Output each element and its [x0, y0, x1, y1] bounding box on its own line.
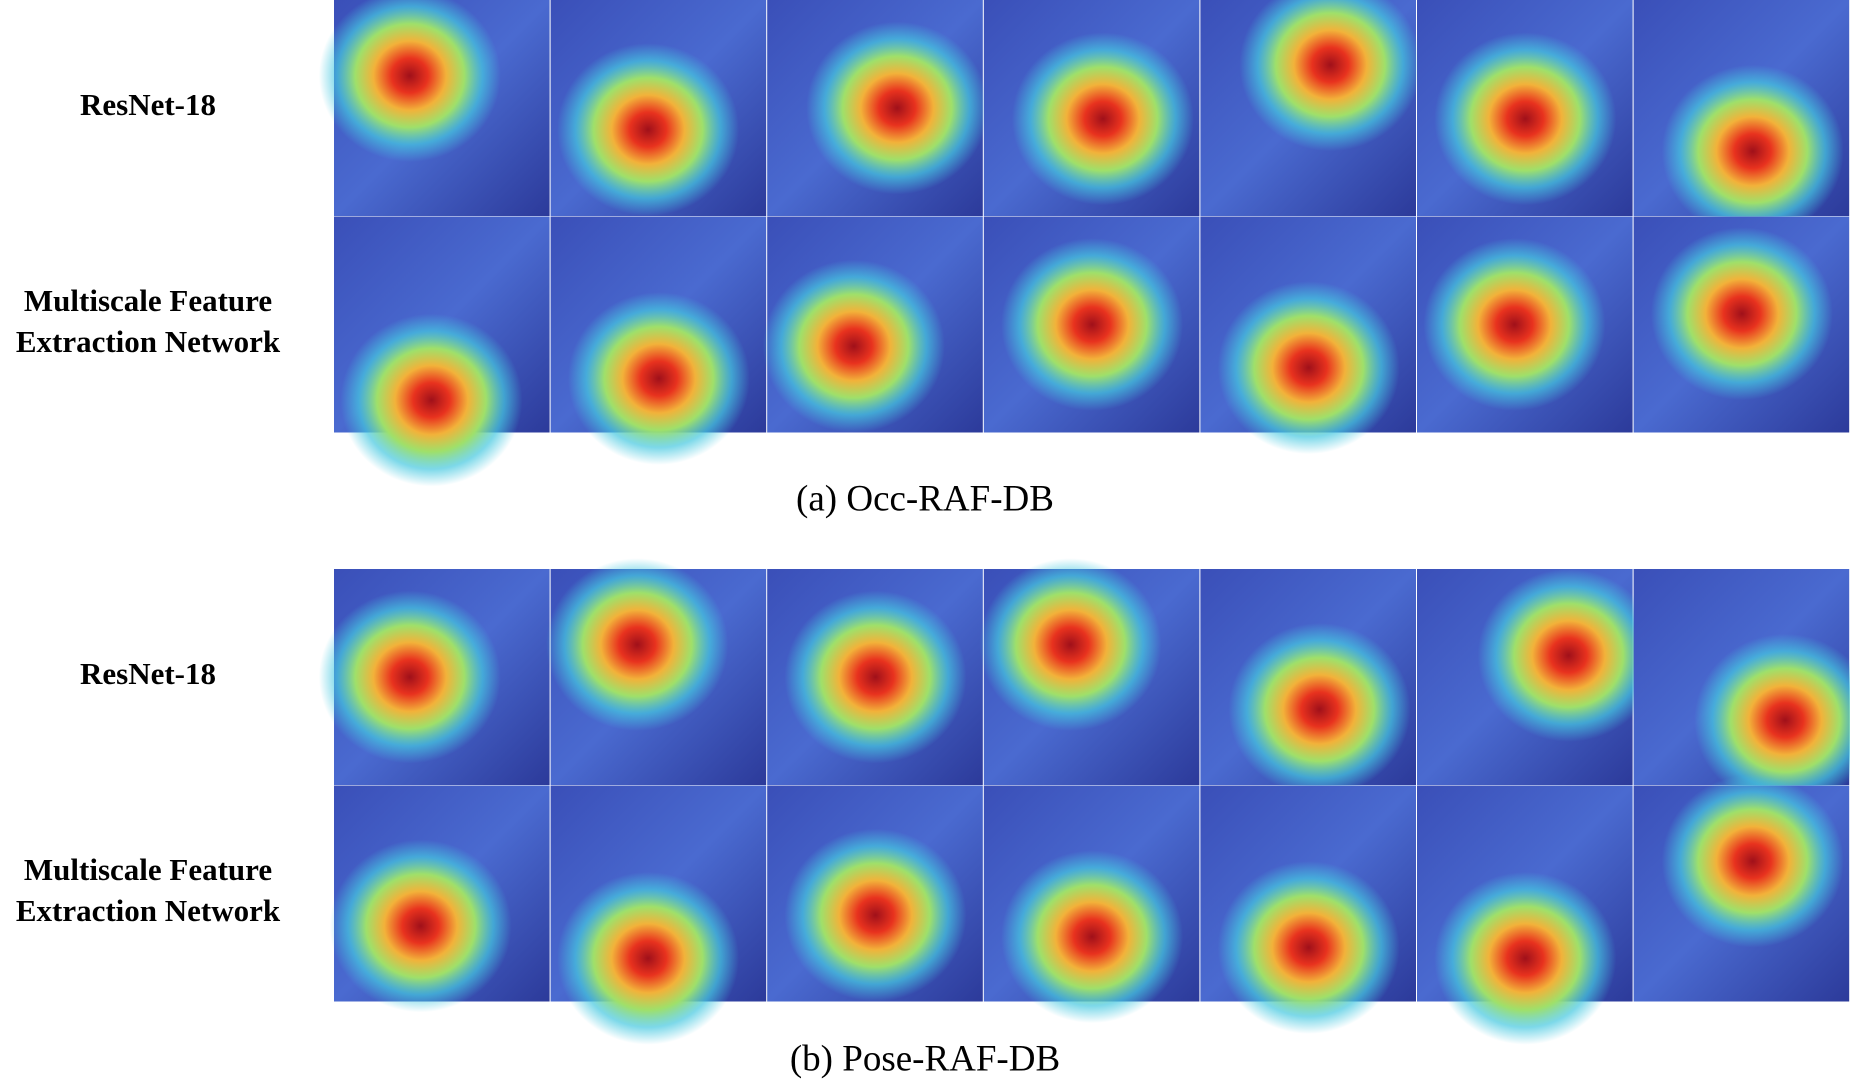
heatmap-tile: [1200, 0, 1422, 216]
tile-heat: [546, 558, 729, 731]
tile-heat: [318, 590, 501, 764]
tile-heat: [1228, 623, 1411, 796]
row-label: ResNet-18: [80, 87, 216, 122]
heatmap-tile: [318, 0, 550, 216]
heatmap-tile: [550, 0, 767, 216]
tile-heat: [806, 21, 989, 195]
heatmap-tile: [1417, 569, 1660, 785]
heatmap-tile: [767, 0, 989, 216]
tile-heat: [784, 590, 967, 764]
tile-heat: [1423, 238, 1606, 411]
tile-heat: [1661, 774, 1844, 948]
heatmap-tile: [767, 785, 983, 1002]
tile-heat: [1477, 569, 1660, 742]
tile-heat: [1011, 32, 1194, 206]
tile-heat: [1001, 238, 1184, 411]
heatmap-tile: [1417, 785, 1633, 1045]
heatmap-tile: [1417, 0, 1633, 216]
tile-heat: [1434, 871, 1617, 1045]
tile-heat: [340, 313, 523, 487]
row-label: Extraction Network: [16, 893, 281, 928]
heatmap-tile: [1200, 216, 1416, 455]
heatmap-tile: [546, 558, 767, 785]
tile-heat: [1217, 281, 1400, 455]
row-label: Multiscale Feature: [24, 852, 272, 887]
tile-heat: [1239, 0, 1422, 152]
heatmap-tile: [1200, 785, 1416, 1034]
caption: (b) Pose-RAF-DB: [790, 1038, 1060, 1079]
heatmap-tile: [767, 569, 983, 785]
heatmap-tile: [983, 216, 1200, 433]
tile-heat: [979, 558, 1162, 731]
tile-heat: [1650, 227, 1833, 401]
heatmap-tile: [329, 785, 550, 1013]
caption: (a) Occ-RAF-DB: [796, 478, 1054, 519]
tile-heat: [1217, 861, 1400, 1034]
heatmap-tile: [1633, 216, 1850, 433]
heatmap-tile: [318, 569, 550, 785]
tile-heat: [1694, 633, 1850, 807]
heatmap-tile: [979, 558, 1200, 785]
heatmap-tile: [1633, 569, 1850, 807]
tile-heat: [567, 292, 750, 465]
tile-heat: [784, 828, 967, 1002]
row-label: Multiscale Feature: [24, 283, 272, 318]
row-label: ResNet-18: [80, 656, 216, 691]
heatmap-tile: [1633, 0, 1850, 238]
tile-heat: [318, 0, 501, 162]
tile-heat: [1001, 850, 1184, 1024]
heatmap-tile: [550, 216, 767, 465]
tile-heat: [329, 839, 512, 1013]
heatmap-tile: [762, 216, 983, 433]
row-label: Extraction Network: [16, 324, 281, 359]
heatmap-tile: [550, 785, 767, 1045]
tile-heat: [557, 43, 740, 216]
tile-heat: [1434, 32, 1617, 206]
heatmap-tile: [1417, 216, 1633, 433]
heatmap-tile: [1633, 774, 1850, 1002]
heatmap-tile: [983, 0, 1200, 216]
heatmap-tile: [983, 785, 1200, 1024]
tile-heat: [1661, 64, 1844, 238]
tile-heat: [762, 259, 945, 433]
heatmap-tile: [334, 216, 550, 487]
tile-heat: [557, 871, 740, 1045]
heatmap-tile: [1200, 569, 1416, 796]
